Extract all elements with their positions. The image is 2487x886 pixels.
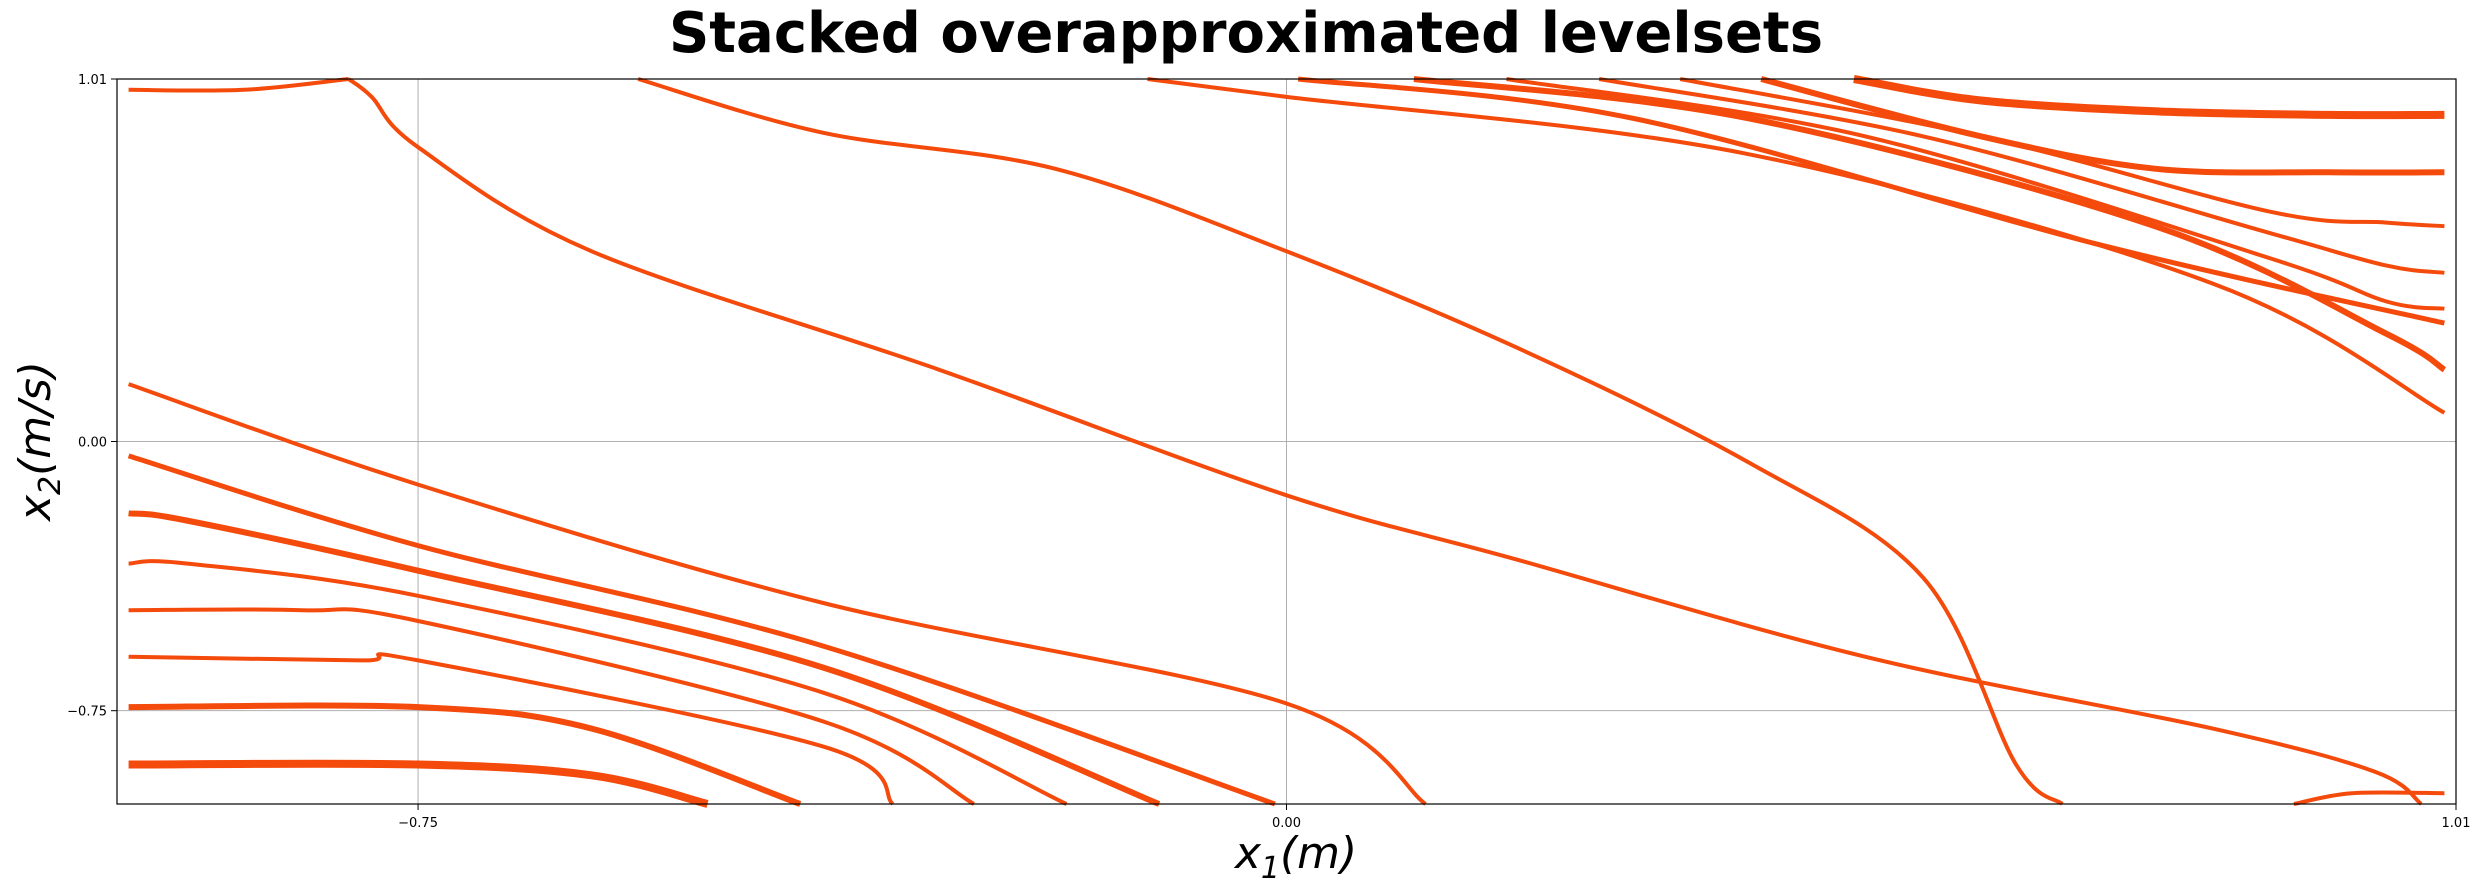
y-tick-label: 0.00 — [78, 436, 107, 451]
y-tick-label: −0.75 — [67, 705, 107, 720]
levelset-curve-13 — [128, 652, 895, 806]
levelset-curve-17 — [128, 759, 709, 808]
levelset-curve-6 — [1297, 76, 2445, 326]
levelset-curve-7 — [128, 510, 1161, 807]
axis-ticks: −0.75 0.00 1.01 −0.75 0.00 1.01 — [67, 73, 2470, 831]
levelset-curve-12 — [1598, 77, 2445, 275]
y-axis-label: x2(m/s) — [10, 361, 68, 523]
levelset-curve-10 — [1506, 77, 2445, 311]
levelset-curve-16 — [1760, 76, 2445, 176]
levelset-curve-8 — [1413, 76, 2447, 373]
grid-lines — [117, 79, 2456, 804]
levelset-curve-5 — [127, 453, 1276, 807]
levelset-curve-3 — [127, 382, 1427, 806]
y-tick-label: 1.01 — [78, 73, 107, 88]
levelset-curve-20 — [2293, 790, 2445, 806]
levelset-curve-11 — [128, 607, 975, 806]
levelset-curve-14 — [1679, 77, 2445, 229]
x-tick-label: 1.01 — [2442, 816, 2471, 831]
levelset-curve-9 — [128, 559, 1068, 806]
x-axis-label: x1(m) — [1233, 828, 1357, 886]
levelset-curve-2 — [347, 77, 2423, 806]
x-tick-label: −0.75 — [398, 816, 438, 831]
chart-title: Stacked overapproximated levelsets — [669, 1, 1823, 66]
levelset-curves — [127, 75, 2447, 808]
levelset-curve-1 — [637, 77, 2064, 806]
levelset-curve-19 — [128, 77, 349, 93]
x-tick-label: 0.00 — [1272, 816, 1301, 831]
levelset-curve-15 — [128, 702, 802, 807]
levelset-curve-4 — [1147, 77, 2446, 415]
levelset-curve-18 — [1853, 75, 2445, 120]
